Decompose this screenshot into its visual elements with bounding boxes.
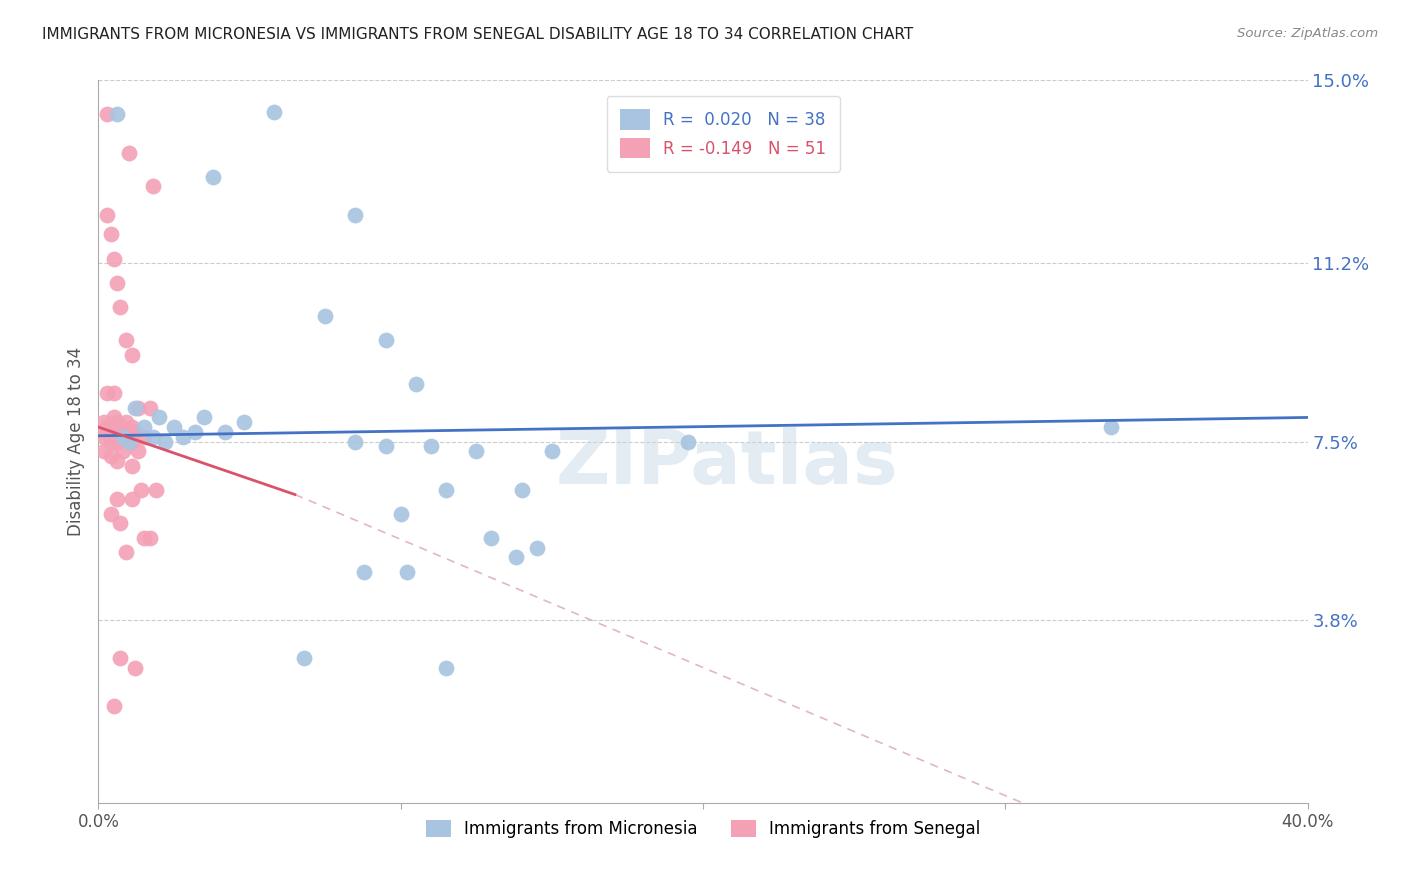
Point	[465, 444, 488, 458]
Point	[121, 458, 143, 473]
Point	[505, 550, 527, 565]
Point	[148, 410, 170, 425]
Point	[434, 483, 457, 497]
Point	[96, 420, 118, 434]
Text: ZIPatlas: ZIPatlas	[555, 426, 898, 500]
Point	[676, 434, 699, 449]
Point	[100, 507, 122, 521]
Point	[93, 425, 115, 439]
Point	[105, 492, 128, 507]
Point	[108, 300, 131, 314]
Point	[344, 208, 367, 222]
Point	[374, 439, 396, 453]
Point	[139, 531, 162, 545]
Point	[193, 410, 215, 425]
Point	[100, 425, 122, 439]
Point	[374, 334, 396, 348]
Point	[103, 386, 125, 401]
Point	[108, 516, 131, 531]
Point	[145, 483, 167, 497]
Y-axis label: Disability Age 18 to 34: Disability Age 18 to 34	[66, 347, 84, 536]
Point	[103, 420, 125, 434]
Point	[114, 545, 136, 559]
Point	[214, 425, 236, 439]
Point	[124, 425, 146, 439]
Point	[108, 420, 131, 434]
Point	[114, 430, 136, 444]
Point	[526, 541, 548, 555]
Point	[481, 531, 503, 545]
Point	[93, 415, 115, 429]
Point	[389, 507, 412, 521]
Point	[172, 430, 194, 444]
Point	[121, 348, 143, 362]
Point	[100, 227, 122, 242]
Point	[93, 444, 115, 458]
Point	[142, 179, 165, 194]
Point	[163, 420, 186, 434]
Point	[105, 434, 128, 449]
Point	[153, 434, 176, 449]
Point	[124, 661, 146, 675]
Point	[420, 439, 443, 453]
Point	[405, 376, 427, 391]
Text: IMMIGRANTS FROM MICRONESIA VS IMMIGRANTS FROM SENEGAL DISABILITY AGE 18 TO 34 CO: IMMIGRANTS FROM MICRONESIA VS IMMIGRANTS…	[42, 27, 914, 42]
Point	[1099, 420, 1122, 434]
Legend: Immigrants from Micronesia, Immigrants from Senegal: Immigrants from Micronesia, Immigrants f…	[419, 814, 987, 845]
Point	[510, 483, 533, 497]
Point	[395, 565, 418, 579]
Point	[100, 434, 122, 449]
Point	[127, 444, 149, 458]
Point	[118, 145, 141, 160]
Point	[103, 699, 125, 714]
Point	[108, 425, 131, 439]
Point	[344, 434, 367, 449]
Point	[111, 444, 134, 458]
Point	[127, 401, 149, 415]
Point	[202, 169, 225, 184]
Point	[129, 483, 152, 497]
Point	[132, 531, 155, 545]
Point	[103, 410, 125, 425]
Point	[96, 386, 118, 401]
Point	[540, 444, 562, 458]
Point	[139, 401, 162, 415]
Point	[121, 420, 143, 434]
Point	[132, 430, 155, 444]
Point	[292, 651, 315, 665]
Point	[105, 415, 128, 429]
Text: Source: ZipAtlas.com: Source: ZipAtlas.com	[1237, 27, 1378, 40]
Point	[108, 651, 131, 665]
Point	[132, 420, 155, 434]
Point	[114, 334, 136, 348]
Point	[121, 492, 143, 507]
Point	[105, 107, 128, 121]
Point	[142, 430, 165, 444]
Point	[105, 276, 128, 290]
Point	[263, 104, 285, 119]
Point	[96, 107, 118, 121]
Point	[93, 430, 115, 444]
Point	[118, 434, 141, 449]
Point	[121, 434, 143, 449]
Point	[434, 661, 457, 675]
Point	[353, 565, 375, 579]
Point	[100, 449, 122, 463]
Point	[124, 401, 146, 415]
Point	[114, 415, 136, 429]
Point	[111, 430, 134, 444]
Point	[105, 454, 128, 468]
Point	[314, 310, 336, 324]
Point	[96, 208, 118, 222]
Point	[232, 415, 254, 429]
Point	[184, 425, 207, 439]
Point	[100, 430, 122, 444]
Point	[103, 252, 125, 266]
